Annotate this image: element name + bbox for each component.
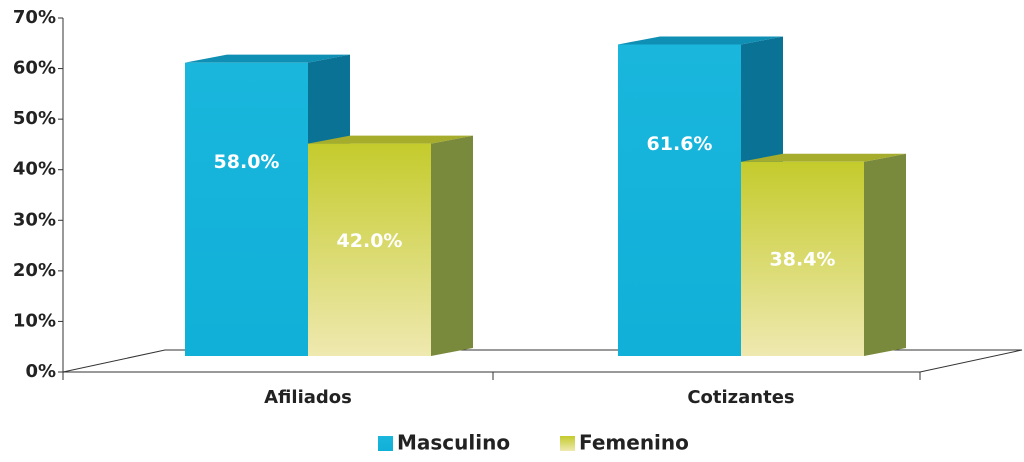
legend-swatch <box>378 436 393 451</box>
y-tick-label: 50% <box>13 108 56 129</box>
bar-front <box>618 44 741 356</box>
bar-side <box>864 153 906 356</box>
value-label: 58.0% <box>214 151 280 173</box>
legend-label: Masculino <box>397 431 510 455</box>
bar-top <box>618 36 783 45</box>
value-label: 61.6% <box>647 133 713 155</box>
legend-swatch <box>560 436 575 451</box>
bar-front <box>308 143 431 356</box>
bar-top <box>185 54 350 63</box>
value-label: 38.4% <box>770 248 836 270</box>
bar-side <box>431 135 473 356</box>
bar-front <box>185 62 308 356</box>
bar <box>308 135 473 356</box>
y-tick-label: 20% <box>13 260 56 281</box>
y-tick-label: 10% <box>13 310 56 331</box>
x-tick-label: Cotizantes <box>687 387 794 408</box>
floor <box>62 18 1023 380</box>
x-tick-label: Afiliados <box>264 387 352 408</box>
bar-top <box>741 153 906 162</box>
y-tick-label: 60% <box>13 58 56 79</box>
y-tick-label: 0% <box>25 361 56 382</box>
bar <box>741 153 906 356</box>
y-tick-label: 30% <box>13 209 56 230</box>
bar-front <box>741 161 864 356</box>
y-tick-label: 40% <box>13 159 56 180</box>
value-label: 42.0% <box>337 230 403 252</box>
bar-top <box>308 135 473 144</box>
legend-label: Femenino <box>579 431 689 455</box>
y-tick-label: 70% <box>13 7 56 28</box>
